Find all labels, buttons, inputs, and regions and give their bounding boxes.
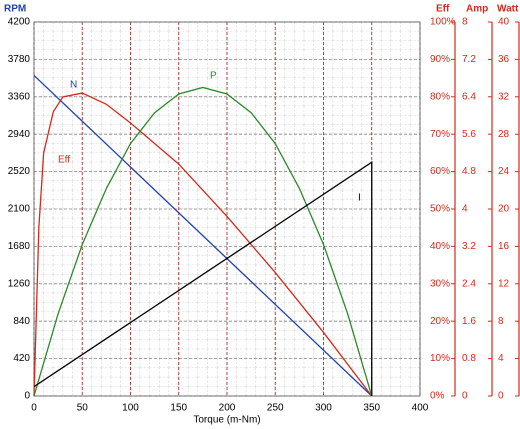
series-line [33, 86, 373, 397]
y-tick-label: 4 [498, 353, 504, 364]
y-tick-label: 7.2 [462, 54, 476, 65]
y-tick-label: 90% [430, 54, 450, 65]
x-tick-label: 0 [31, 403, 37, 414]
y-tick-label: 20% [430, 316, 450, 327]
y-tick-label: 32 [498, 91, 510, 102]
y-tick-label: 0 [498, 391, 504, 402]
y-tick-label: 24 [498, 166, 510, 177]
y-tick-label: 1260 [8, 278, 31, 289]
y-tick-label: 10% [430, 353, 450, 364]
series-line [33, 92, 373, 397]
amp-axis-title: Amp [466, 4, 488, 15]
series-line [33, 161, 373, 396]
y-tick-label: 50% [430, 204, 450, 215]
y-tick-label: 0 [462, 391, 468, 402]
y-tick-label: 5.6 [462, 129, 476, 140]
y-tick-label: 3360 [8, 91, 31, 102]
y-tick-label: 100% [430, 17, 456, 28]
x-tick-label: 350 [363, 403, 380, 414]
series-label: P [210, 71, 217, 82]
y-tick-label: 8 [462, 17, 468, 28]
y-tick-label: 4.8 [462, 166, 476, 177]
x-tick-label: 50 [77, 403, 89, 414]
x-tick-label: 250 [267, 403, 284, 414]
x-tick-label: 150 [170, 403, 187, 414]
y-tick-label: 20 [498, 204, 510, 215]
y-tick-label: 4200 [8, 17, 31, 28]
y-tick-label: 40 [498, 17, 510, 28]
y-tick-label: 8 [498, 316, 504, 327]
y-tick-label: 2.4 [462, 278, 476, 289]
y-tick-label: 0 [24, 391, 30, 402]
y-tick-label: 2940 [8, 129, 31, 140]
y-tick-label: 28 [498, 129, 510, 140]
y-tick-label: 3.2 [462, 241, 476, 252]
y-tick-label: 840 [13, 316, 30, 327]
x-axis-title: Torque (m-Nm) [193, 415, 260, 426]
series-label: I [358, 193, 361, 204]
y-tick-label: 420 [13, 353, 30, 364]
plot-frame [33, 21, 421, 397]
y-tick-label: 0.8 [462, 353, 476, 364]
series-label: Eff [58, 155, 70, 166]
series-line [33, 74, 373, 397]
y-tick-label: 80% [430, 91, 450, 102]
y-tick-label: 40% [430, 241, 450, 252]
y-tick-label: 30% [430, 278, 450, 289]
eff-axis-title: Eff [436, 4, 450, 15]
series-label: N [70, 80, 77, 91]
y-tick-label: 36 [498, 54, 510, 65]
y-tick-label: 2520 [8, 166, 31, 177]
y-tick-label: 2100 [8, 204, 31, 215]
y-tick-label: 60% [430, 166, 450, 177]
y-tick-label: 70% [430, 129, 450, 140]
y-tick-label: 3780 [8, 54, 31, 65]
y-tick-label: 12 [498, 278, 510, 289]
x-tick-label: 100 [122, 403, 139, 414]
y-tick-label: 1.6 [462, 316, 476, 327]
x-tick-label: 400 [412, 403, 429, 414]
y-tick-label: 4 [462, 204, 468, 215]
x-tick-label: 300 [315, 403, 332, 414]
watt-axis-title: Watt [497, 4, 519, 15]
y-axis-title: RPM [4, 4, 26, 15]
y-tick-label: 16 [498, 241, 510, 252]
y-tick-label: 6.4 [462, 91, 476, 102]
y-tick-label: 1680 [8, 241, 31, 252]
y-tick-label: 0% [430, 391, 445, 402]
x-tick-label: 200 [219, 403, 236, 414]
